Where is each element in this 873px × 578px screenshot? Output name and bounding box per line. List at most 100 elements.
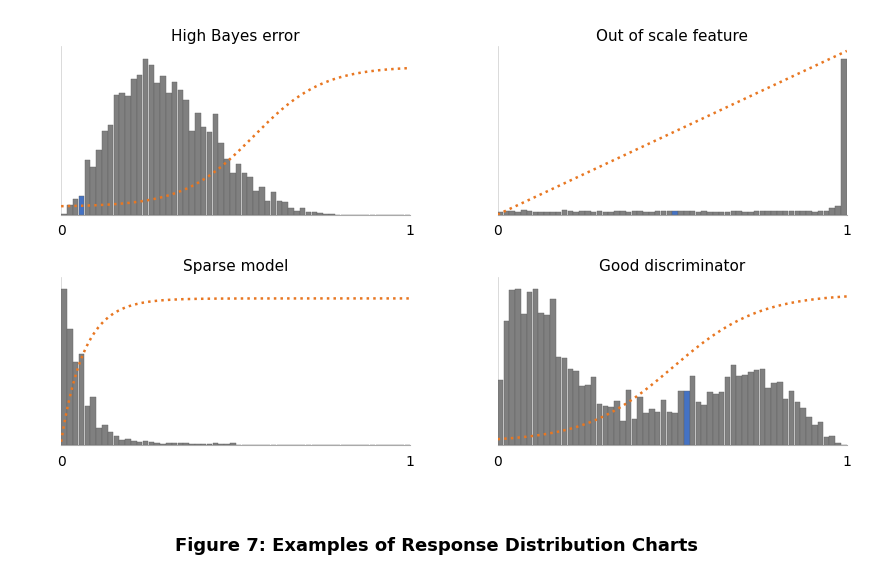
- Bar: [224, 158, 230, 214]
- Bar: [574, 212, 579, 214]
- Bar: [597, 404, 602, 445]
- Bar: [539, 313, 544, 445]
- Bar: [91, 166, 96, 214]
- Bar: [772, 211, 777, 214]
- Bar: [753, 212, 760, 214]
- Bar: [533, 289, 538, 445]
- Bar: [702, 211, 707, 214]
- Bar: [684, 391, 690, 445]
- Bar: [672, 413, 677, 445]
- Bar: [719, 212, 725, 214]
- Bar: [632, 419, 637, 445]
- Bar: [218, 444, 224, 445]
- Bar: [108, 125, 113, 214]
- Bar: [73, 199, 79, 214]
- Bar: [678, 391, 684, 445]
- Bar: [61, 213, 67, 214]
- Bar: [789, 212, 794, 214]
- Bar: [527, 211, 533, 214]
- Bar: [661, 400, 666, 445]
- Bar: [306, 212, 311, 214]
- Bar: [126, 96, 131, 214]
- Bar: [567, 211, 573, 214]
- Bar: [748, 212, 753, 214]
- Bar: [713, 394, 718, 445]
- Title: Sparse model: Sparse model: [183, 259, 288, 274]
- Bar: [725, 212, 730, 214]
- Bar: [126, 439, 131, 445]
- Bar: [91, 398, 96, 445]
- Bar: [772, 383, 777, 445]
- Bar: [725, 377, 730, 445]
- Bar: [615, 401, 620, 445]
- Bar: [591, 212, 596, 214]
- Bar: [562, 210, 567, 214]
- Bar: [207, 444, 212, 445]
- Bar: [67, 329, 72, 445]
- Bar: [224, 444, 230, 445]
- Bar: [696, 402, 701, 445]
- Bar: [807, 417, 812, 445]
- Bar: [841, 59, 847, 214]
- Bar: [515, 212, 520, 214]
- Bar: [253, 191, 259, 214]
- Bar: [818, 423, 823, 445]
- Bar: [655, 211, 660, 214]
- Bar: [649, 212, 655, 214]
- Bar: [143, 59, 148, 214]
- Bar: [85, 406, 90, 445]
- Bar: [696, 212, 701, 214]
- Bar: [504, 321, 509, 445]
- Bar: [533, 212, 538, 214]
- Bar: [736, 211, 742, 214]
- Bar: [753, 370, 760, 445]
- Bar: [550, 212, 555, 214]
- Bar: [218, 143, 224, 214]
- Bar: [318, 213, 323, 214]
- Bar: [794, 212, 800, 214]
- Bar: [113, 95, 119, 214]
- Bar: [742, 375, 747, 445]
- Bar: [684, 211, 690, 214]
- Bar: [637, 397, 643, 445]
- Bar: [201, 444, 206, 445]
- Bar: [102, 425, 107, 445]
- Bar: [213, 443, 218, 445]
- Bar: [829, 436, 835, 445]
- Bar: [620, 212, 625, 214]
- Bar: [760, 369, 765, 445]
- Bar: [667, 211, 672, 214]
- Bar: [294, 210, 299, 214]
- Bar: [766, 211, 771, 214]
- Bar: [271, 191, 277, 214]
- Bar: [807, 210, 812, 214]
- Bar: [67, 205, 72, 214]
- Bar: [504, 211, 509, 214]
- Bar: [608, 407, 614, 445]
- Bar: [113, 436, 119, 445]
- Bar: [580, 211, 585, 214]
- Bar: [632, 211, 637, 214]
- Bar: [201, 127, 206, 214]
- Bar: [137, 75, 142, 214]
- Bar: [277, 201, 282, 214]
- Bar: [777, 212, 782, 214]
- Bar: [161, 444, 166, 445]
- Bar: [73, 362, 79, 445]
- Bar: [585, 385, 590, 445]
- Bar: [207, 132, 212, 214]
- Bar: [794, 402, 800, 445]
- Bar: [108, 432, 113, 445]
- Bar: [731, 365, 736, 445]
- Text: Figure 7: Examples of Response Distribution Charts: Figure 7: Examples of Response Distribut…: [175, 537, 698, 555]
- Bar: [783, 212, 788, 214]
- Bar: [556, 212, 561, 214]
- Bar: [835, 206, 841, 214]
- Bar: [242, 173, 247, 214]
- Bar: [783, 399, 788, 445]
- Bar: [736, 376, 742, 445]
- Bar: [166, 92, 171, 214]
- Bar: [172, 443, 177, 445]
- Bar: [829, 208, 835, 214]
- Bar: [707, 212, 712, 214]
